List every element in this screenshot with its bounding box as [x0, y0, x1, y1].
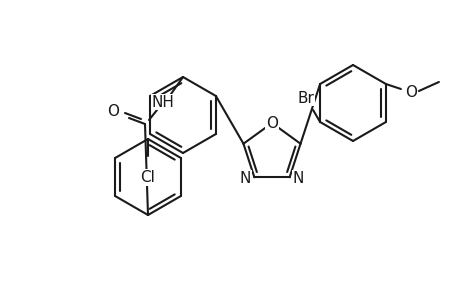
Text: Cl: Cl — [140, 170, 155, 185]
Text: N: N — [240, 171, 251, 186]
Text: O: O — [404, 85, 416, 100]
Text: Br: Br — [297, 91, 313, 106]
Text: NH: NH — [151, 94, 174, 110]
Text: O: O — [265, 116, 277, 130]
Text: O: O — [107, 104, 119, 119]
Text: N: N — [292, 171, 303, 186]
